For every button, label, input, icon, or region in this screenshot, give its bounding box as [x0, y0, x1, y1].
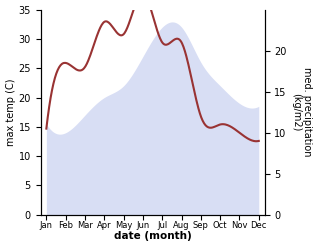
Y-axis label: max temp (C): max temp (C)	[5, 79, 16, 146]
Y-axis label: med. precipitation
(kg/m2): med. precipitation (kg/m2)	[291, 67, 313, 157]
X-axis label: date (month): date (month)	[114, 231, 191, 242]
